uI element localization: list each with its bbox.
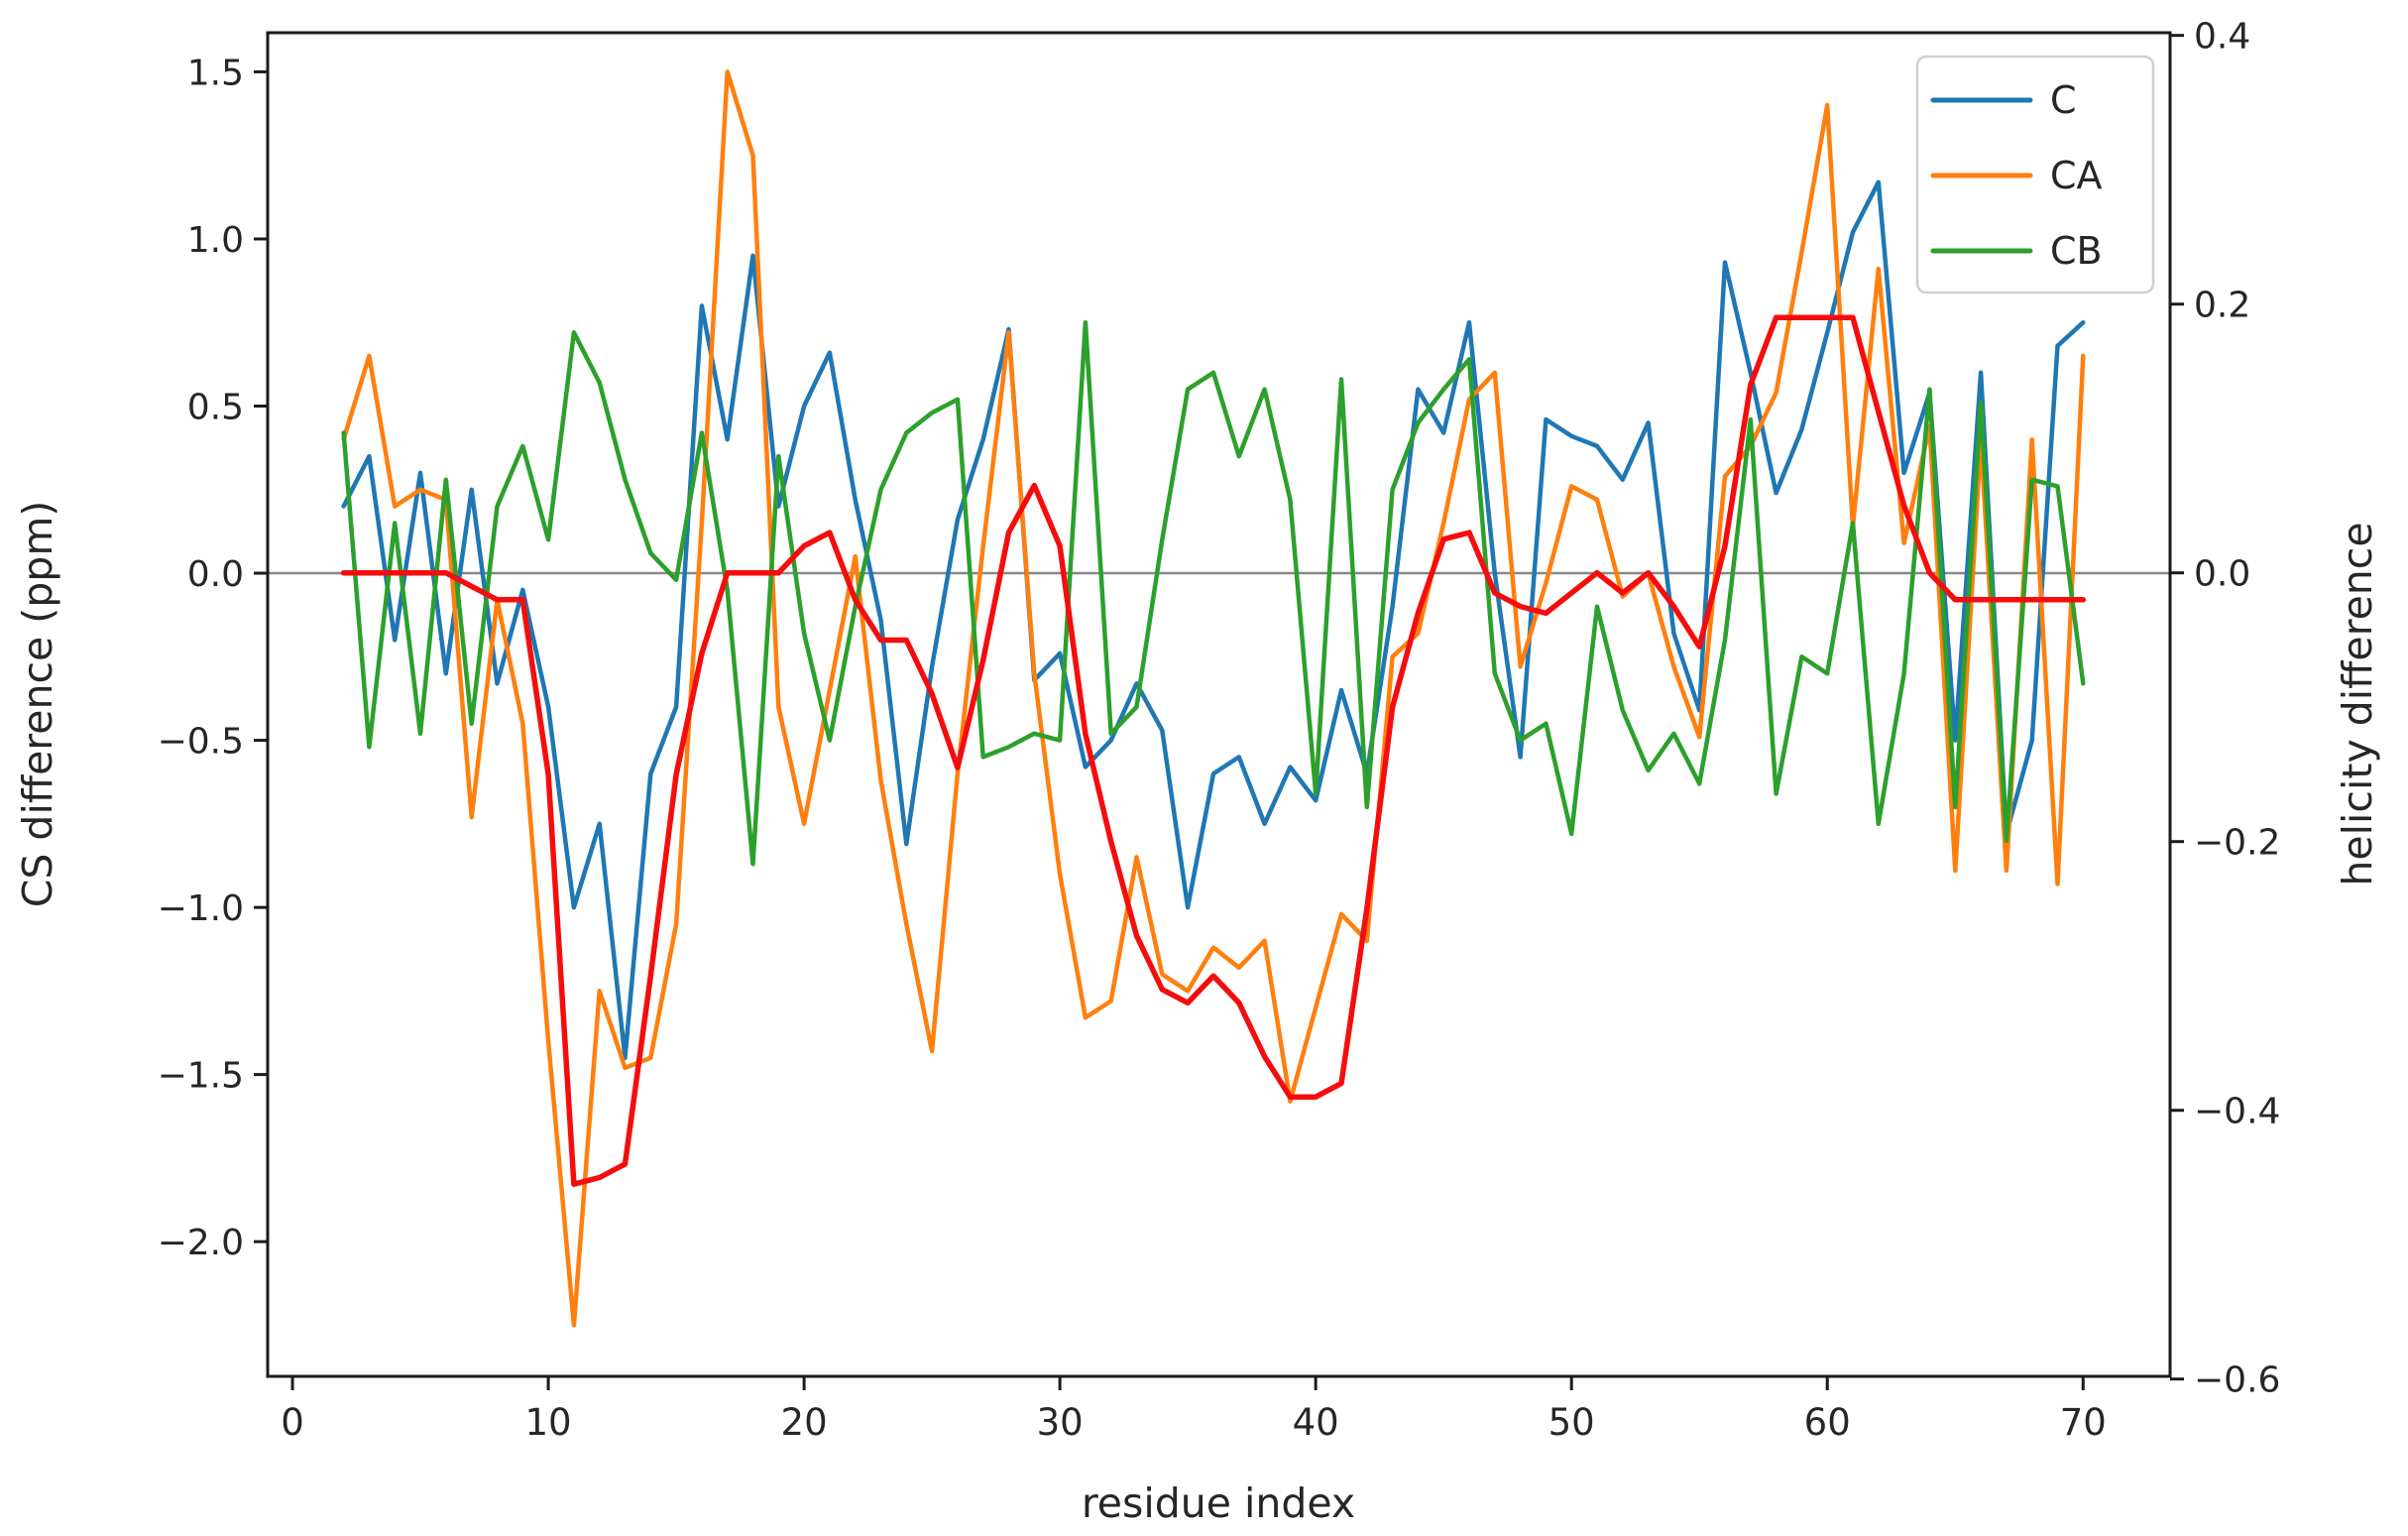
x-tick-label: 0 (281, 1401, 304, 1444)
series-line-CA (341, 69, 2086, 1328)
legend-label-C: C (2050, 78, 2077, 122)
x-tick-label: 20 (781, 1401, 828, 1444)
y-left-tick-label: −2.0 (158, 1223, 244, 1263)
y-left-tick-label: −0.5 (158, 722, 244, 763)
x-tick-label: 10 (525, 1401, 572, 1444)
y-axis-label-right: helicity difference (2334, 522, 2381, 886)
x-axis-label: residue index (1082, 1479, 1355, 1527)
x-tick-label: 40 (1293, 1401, 1339, 1444)
series-line-C (341, 179, 2086, 1061)
y-left-tick-label: 0.0 (187, 554, 244, 595)
legend-label-CA: CA (2050, 154, 2103, 197)
legend: C CA CB (1915, 55, 2155, 295)
axes-spines (266, 31, 2172, 1378)
y-left-tick-label: −1.0 (158, 888, 244, 929)
legend-box (1915, 55, 2155, 295)
y-left-tick-label: 1.0 (187, 220, 244, 261)
series-line-helicity (340, 314, 2087, 1187)
y-left-tick-label: −1.5 (158, 1056, 244, 1097)
y-right-tick-label: −0.6 (2194, 1360, 2280, 1401)
x-tick-label: 70 (2060, 1401, 2107, 1444)
y-right-tick-label: −0.2 (2194, 823, 2280, 864)
series-line-CB (341, 319, 2086, 867)
x-tick-label: 50 (1548, 1401, 1595, 1444)
legend-label-CB: CB (2050, 229, 2103, 273)
x-tick-label: 30 (1037, 1401, 1084, 1444)
y-left-tick-label: 1.5 (187, 53, 244, 93)
y-right-tick-label: 0.4 (2194, 17, 2250, 58)
y-right-tick-label: 0.2 (2194, 286, 2250, 326)
y-right-tick-label: −0.4 (2194, 1092, 2280, 1132)
y-right-tick-label: 0.0 (2194, 554, 2250, 595)
y-left-tick-label: 0.5 (187, 388, 244, 428)
y-axis-label-left: CS difference (ppm) (14, 501, 61, 908)
x-tick-label: 60 (1804, 1401, 1851, 1444)
